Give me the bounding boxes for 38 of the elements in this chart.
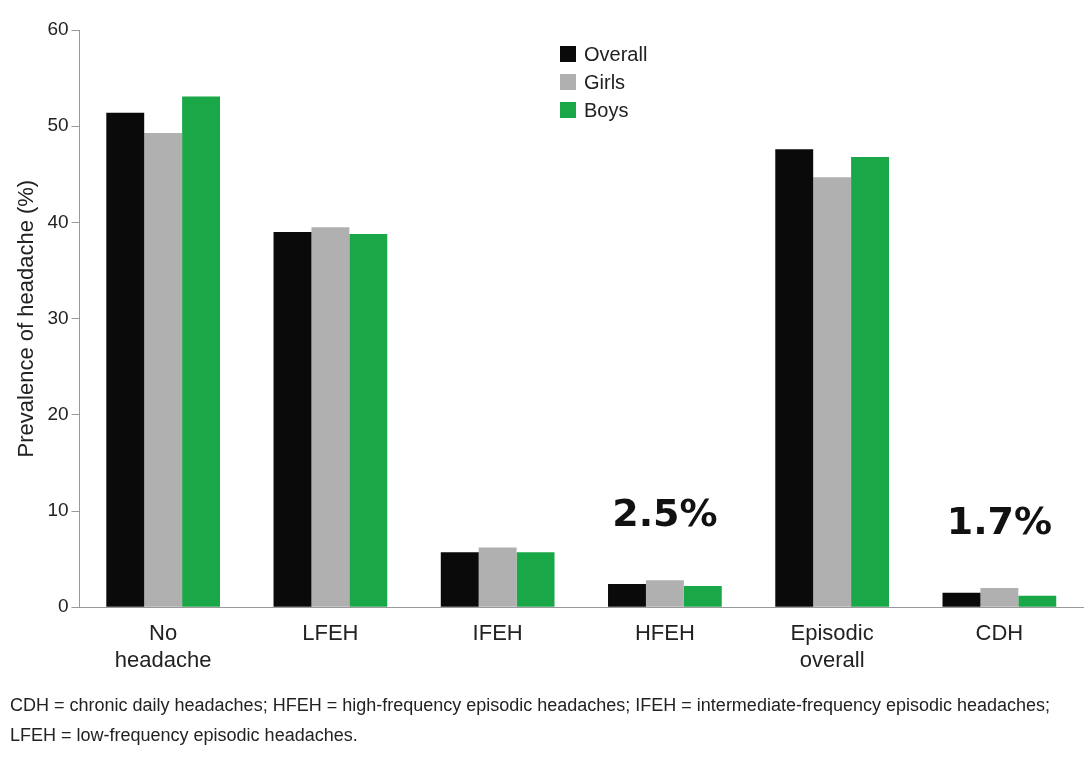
bar — [608, 584, 646, 607]
x-tick-label: Episodic overall — [790, 620, 874, 672]
y-axis-title: Prevalence of headache (%) — [13, 179, 39, 458]
bar — [440, 552, 479, 607]
legend-label: Overall — [583, 41, 648, 67]
x-tick-label: No headache — [114, 620, 212, 672]
bar — [851, 156, 889, 607]
x-tick-label: CDH — [975, 620, 1024, 646]
bar — [144, 132, 183, 607]
bar — [775, 149, 814, 607]
bar — [311, 227, 350, 607]
x-tick-label: LFEH — [302, 620, 359, 646]
bar — [273, 232, 312, 607]
legend-label: Boys — [583, 97, 630, 123]
bar — [1018, 595, 1057, 607]
x-tick-label: HFEH — [634, 620, 695, 646]
annotation: 1.7% — [946, 498, 1053, 543]
bar — [182, 96, 221, 607]
bar — [942, 592, 981, 607]
y-tick-label: 60 — [47, 18, 69, 40]
y-tick-label: 40 — [47, 210, 69, 232]
y-tick-label: 20 — [47, 403, 69, 425]
bar — [106, 112, 145, 607]
y-tick-label: 50 — [47, 114, 69, 136]
y-tick-label: 10 — [47, 499, 69, 521]
bar — [813, 177, 852, 607]
x-tick-label: IFEH — [472, 620, 523, 646]
bar — [349, 233, 388, 607]
y-tick-label: 30 — [47, 306, 69, 328]
legend-label: Girls — [583, 69, 627, 95]
bar — [645, 580, 684, 607]
y-tick-label: 0 — [57, 595, 69, 617]
bar — [980, 587, 1019, 607]
text: CDH = chronic daily headaches; HFEH = high-frequency episodic headaches; IFEH = intermediate-frequency episodic headaches; LFEH = low-frequency episodic headaches. — [10, 694, 1052, 747]
bar — [516, 552, 555, 607]
annotation: 2.5% — [612, 491, 718, 536]
bar — [478, 547, 517, 607]
bar — [683, 586, 722, 607]
